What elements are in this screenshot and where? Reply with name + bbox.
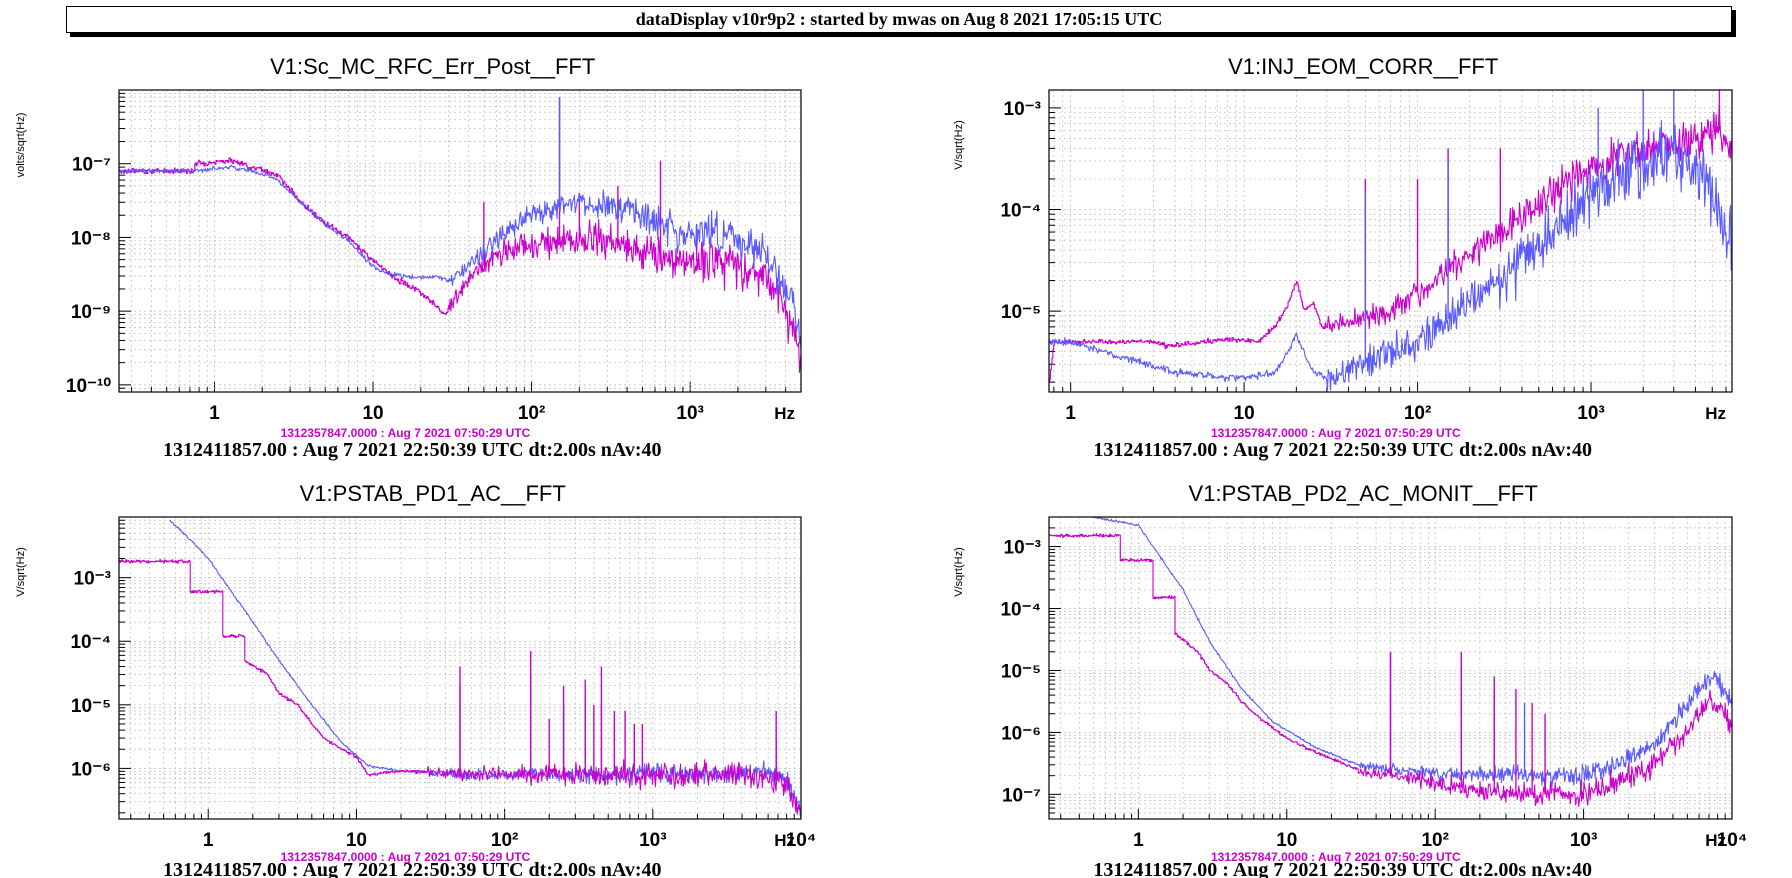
x-axis-label: Hz bbox=[1705, 831, 1726, 850]
chart-title: V1:Sc_MC_RFC_Err_Post__FFT bbox=[270, 54, 595, 79]
x-tick-label: 10 bbox=[1276, 830, 1297, 851]
series-line bbox=[169, 519, 801, 818]
plot-frame bbox=[1048, 89, 1733, 393]
plot-frame bbox=[118, 516, 802, 820]
x-tick-label: 1 bbox=[203, 830, 214, 851]
y-tick-label: 10⁻⁸ bbox=[71, 228, 111, 249]
series-line bbox=[1049, 105, 1732, 383]
x-tick-label: 10³ bbox=[639, 830, 666, 851]
x-tick-label: 10⁴ bbox=[786, 830, 817, 851]
footer-timestamp: 1312411857.00 : Aug 7 2021 22:50:39 UTC … bbox=[163, 439, 662, 461]
series-line bbox=[119, 164, 801, 350]
x-tick-label: 10³ bbox=[1570, 830, 1597, 851]
chart-panel: 1 10 10² 10³ 10⁻⁵ 10⁻⁴ 10⁻³ Hz V/sqrt(Hz) V1:INJ_… bbox=[953, 54, 1733, 461]
series-group bbox=[119, 519, 801, 818]
x-tick-label: 1 bbox=[1133, 830, 1144, 851]
reference-timestamp: 1312357847.0000 : Aug 7 2021 07:50:29 UT… bbox=[281, 850, 531, 864]
y-tick-label: 10⁻³ bbox=[1004, 99, 1042, 120]
chart-panel: 1 10 10² 10³ 10⁴ 10⁻⁷ 10⁻⁶ 10⁻⁵ 10⁻⁴ 10⁻³ Hz V/sqrt… bbox=[953, 481, 1747, 878]
x-tick-label: 1 bbox=[1065, 403, 1076, 424]
series-group bbox=[1049, 90, 1732, 391]
y-axis-label: V/sqrt(Hz) bbox=[953, 547, 965, 597]
series-group bbox=[119, 97, 801, 373]
x-tick-label: 10 bbox=[362, 403, 383, 424]
x-tick-label: 10³ bbox=[1577, 403, 1604, 424]
x-tick-label: 10² bbox=[518, 403, 545, 424]
x-tick-label: 10³ bbox=[676, 403, 703, 424]
grid-lines bbox=[119, 89, 802, 393]
reference-timestamp: 1312357847.0000 : Aug 7 2021 07:50:29 UT… bbox=[1211, 426, 1461, 440]
series-group bbox=[1049, 517, 1732, 808]
y-tick-label: 10⁻⁷ bbox=[1002, 785, 1041, 806]
y-tick-label: 10⁻⁵ bbox=[1001, 661, 1041, 682]
series-line bbox=[119, 157, 801, 373]
y-tick-label: 10⁻⁶ bbox=[1001, 723, 1041, 744]
series-line bbox=[119, 559, 801, 815]
y-tick-label: 10⁻¹⁰ bbox=[66, 376, 111, 397]
chart-title: V1:PSTAB_PD1_AC__FFT bbox=[300, 481, 566, 506]
y-tick-label: 10⁻⁵ bbox=[71, 696, 111, 717]
y-tick-label: 10⁻³ bbox=[1004, 538, 1042, 559]
chart-title: V1:PSTAB_PD2_AC_MONIT__FFT bbox=[1189, 481, 1538, 506]
series-line bbox=[1049, 120, 1732, 391]
x-tick-label: 10² bbox=[491, 830, 518, 851]
x-tick-label: 10² bbox=[1404, 403, 1431, 424]
display-header: dataDisplay v10r9p2 : started by mwas on… bbox=[66, 6, 1732, 33]
reference-timestamp: 1312357847.0000 : Aug 7 2021 07:50:29 UT… bbox=[281, 426, 531, 440]
chart-panel: 1 10 10² 10³ 10⁻¹⁰ 10⁻⁹ 10⁻⁸ 10⁻⁷ Hz volts/sqrt(H… bbox=[15, 54, 802, 461]
y-tick-label: 10⁻⁴ bbox=[1000, 600, 1041, 621]
y-axis-label: volts/sqrt(Hz) bbox=[15, 113, 27, 178]
series-line bbox=[1049, 533, 1732, 808]
plot-frame bbox=[118, 89, 802, 393]
y-tick-label: 10⁻³ bbox=[74, 569, 112, 590]
y-tick-label: 10⁻⁶ bbox=[71, 759, 111, 780]
x-axis-label: Hz bbox=[774, 404, 795, 423]
y-axis-label: V/sqrt(Hz) bbox=[15, 547, 27, 597]
y-tick-label: 10⁻⁴ bbox=[1000, 201, 1041, 222]
footer-timestamp: 1312411857.00 : Aug 7 2021 22:50:39 UTC … bbox=[1093, 439, 1592, 461]
x-tick-label: 1 bbox=[209, 403, 220, 424]
x-tick-label: 10⁴ bbox=[1717, 830, 1748, 851]
x-tick-label: 10 bbox=[346, 830, 367, 851]
footer-timestamp: 1312411857.00 : Aug 7 2021 22:50:39 UTC … bbox=[163, 859, 662, 878]
x-axis-label: Hz bbox=[1705, 404, 1726, 423]
x-tick-label: 10² bbox=[1421, 830, 1448, 851]
series-line bbox=[1093, 517, 1732, 788]
y-tick-label: 10⁻⁷ bbox=[72, 155, 111, 176]
y-axis-label: V/sqrt(Hz) bbox=[953, 120, 965, 170]
reference-timestamp: 1312357847.0000 : Aug 7 2021 07:50:29 UT… bbox=[1211, 850, 1461, 864]
chart-title: V1:INJ_EOM_CORR__FFT bbox=[1228, 54, 1498, 79]
x-tick-label: 10 bbox=[1234, 403, 1255, 424]
y-tick-label: 10⁻⁵ bbox=[1001, 302, 1041, 323]
chart-panel: 1 10 10² 10³ 10⁴ 10⁻⁶ 10⁻⁵ 10⁻⁴ 10⁻³ Hz V/sqrt(Hz)… bbox=[15, 481, 816, 878]
y-tick-label: 10⁻⁹ bbox=[71, 302, 111, 323]
x-axis-label: Hz bbox=[774, 831, 795, 850]
y-tick-label: 10⁻⁴ bbox=[70, 632, 111, 653]
footer-timestamp: 1312411857.00 : Aug 7 2021 22:50:39 UTC … bbox=[1093, 859, 1592, 878]
plot-frame bbox=[1048, 516, 1733, 820]
